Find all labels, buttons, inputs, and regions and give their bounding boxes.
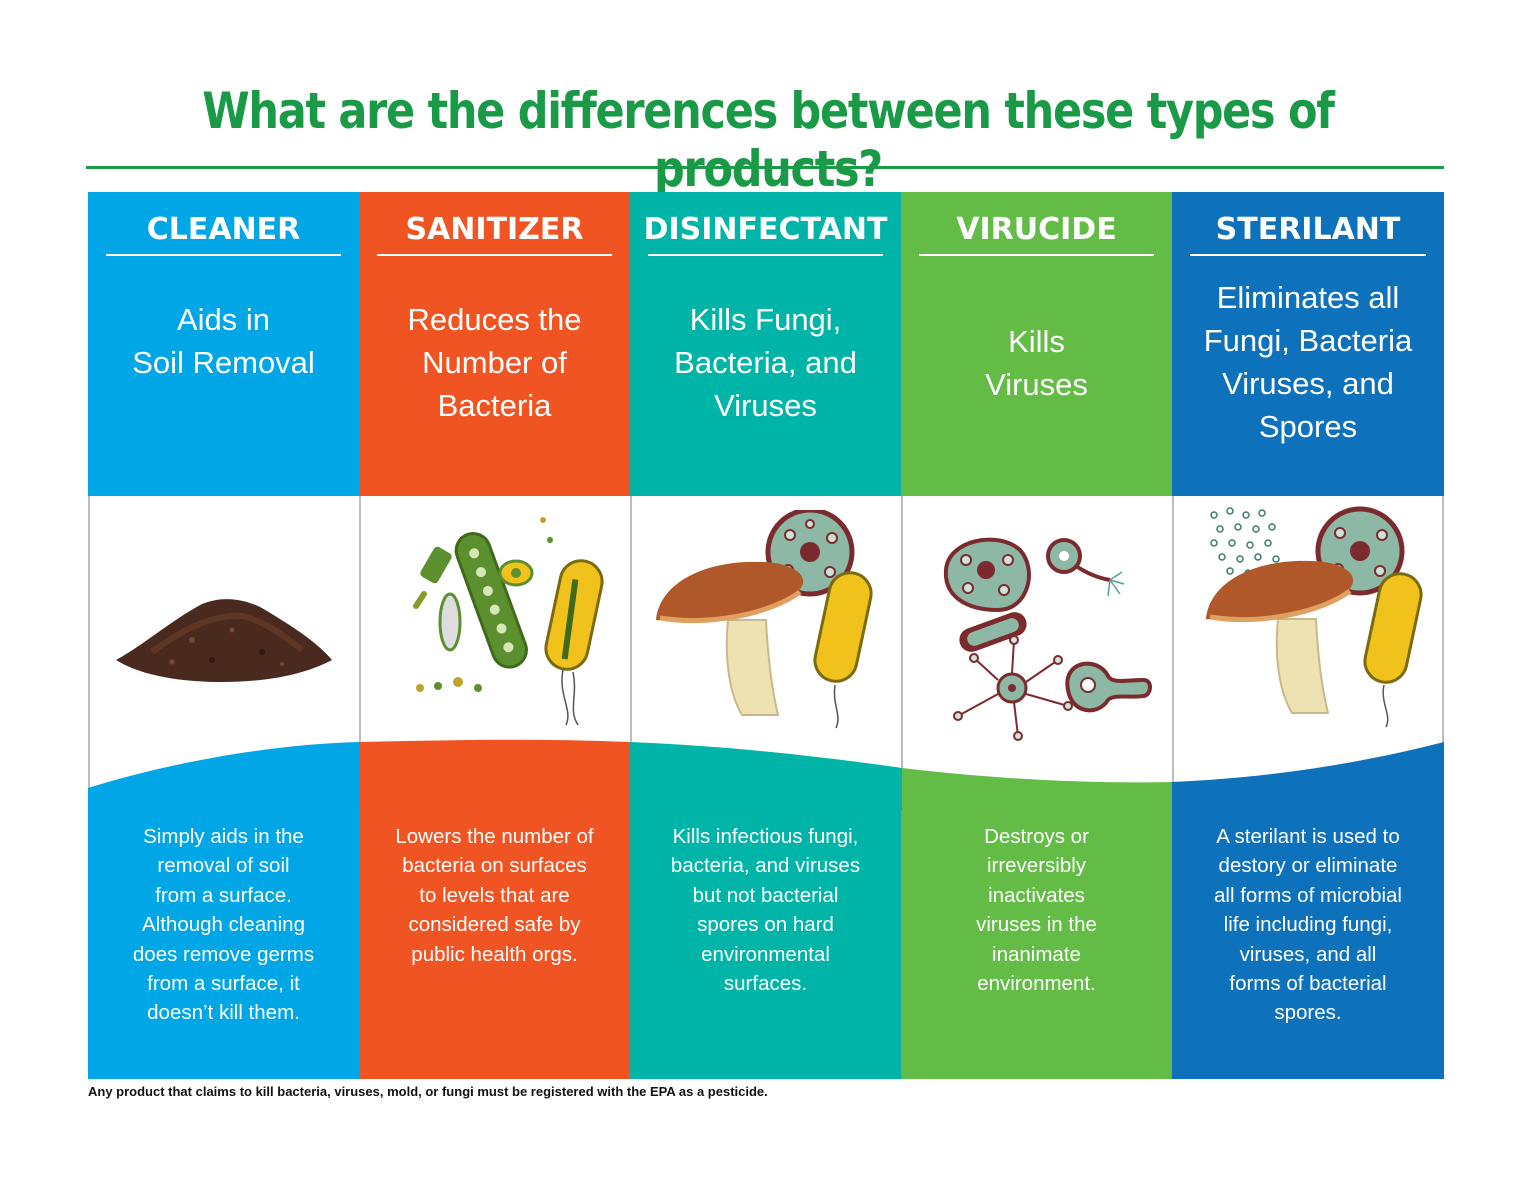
product-type-name: DISINFECTANT [643, 212, 888, 247]
column-detail-panel: Kills infectious fungi, bacteria, and vir… [630, 796, 901, 1079]
summary-line: Aids in [176, 302, 271, 337]
detail-line: inanimate [992, 942, 1081, 966]
column-header: CLEANER Aids in Soil Removal [88, 192, 359, 496]
column-separator [359, 496, 361, 796]
product-summary: Eliminates all Fungi, Bacteria Viruses, an… [1172, 276, 1444, 448]
product-detail: A sterilant is used to destory or elimina… [1186, 822, 1430, 1028]
column-header: VIRUCIDE Kills Viruses [901, 192, 1172, 496]
epa-footnote: Any product that claims to kill bacteria… [88, 1084, 768, 1099]
detail-line: bacteria, and viruses [670, 854, 861, 878]
summary-line: Spores [1258, 409, 1358, 444]
summary-line: Number of [422, 345, 567, 380]
detail-line: spores. [1274, 1001, 1342, 1025]
product-summary: Kills Viruses [901, 320, 1172, 406]
column-detail-panel: Simply aids in the removal of soil from a … [88, 796, 359, 1079]
column-separator [1172, 496, 1174, 796]
column-sterilant: STERILANT Eliminates all Fungi, Bacteria Vi… [1172, 192, 1444, 1079]
detail-line: doesn’t kill them. [147, 1001, 300, 1025]
header-underline [106, 254, 341, 256]
detail-line: Lowers the number of [395, 825, 594, 848]
detail-line: environmental [701, 942, 830, 966]
summary-line: Kills Fungi, [689, 302, 842, 337]
product-type-name: STERILANT [1215, 212, 1401, 247]
detail-line: all forms of microbial [1214, 883, 1402, 907]
wave-cleaner [88, 742, 360, 810]
summary-line: Bacteria, and [674, 345, 857, 380]
column-separator [88, 496, 90, 796]
column-disinfectant: DISINFECTANT Kills Fungi, Bacteria, and Vir… [630, 192, 901, 1079]
bacteria-illustration [413, 517, 604, 726]
detail-line: inactivates [988, 883, 1085, 907]
product-detail: Lowers the number of bacteria on surfaces… [373, 822, 616, 969]
summary-line: Fungi, Bacteria [1203, 323, 1413, 358]
detail-line: to levels that are [419, 883, 570, 907]
virus-illustration [943, 537, 1152, 741]
detail-line: considered safe by [408, 913, 581, 937]
summary-line: Bacteria [437, 388, 552, 423]
detail-line: viruses, and all [1239, 942, 1377, 966]
summary-line: Kills [1008, 324, 1065, 359]
header-underline [919, 254, 1154, 256]
product-summary: Aids in Soil Removal [88, 298, 359, 384]
detail-line: spores on hard [697, 913, 834, 937]
column-detail-panel: A sterilant is used to destory or elimina… [1172, 796, 1444, 1079]
product-type-name: VIRUCIDE [956, 212, 1117, 247]
column-detail-panel: Destroys or irreversibly inactivates viruse… [901, 796, 1172, 1079]
summary-line: Reduces the [407, 302, 582, 337]
detail-line: Kills infectious fungi, [672, 825, 859, 848]
product-detail: Kills infectious fungi, bacteria, and vir… [644, 822, 887, 998]
detail-line: Simply aids in the [143, 825, 304, 848]
title-divider [86, 166, 1444, 169]
summary-line: Viruses [985, 367, 1088, 402]
product-summary: Kills Fungi, Bacteria, and Viruses [630, 298, 901, 427]
column-separator [630, 496, 632, 796]
bottom-wave [88, 739, 1444, 810]
detail-line: destory or eliminate [1218, 854, 1398, 878]
header-underline [377, 254, 612, 256]
column-header: SANITIZER Reduces the Number of Bacteria [359, 192, 630, 496]
detail-line: but not bacterial [692, 883, 839, 907]
summary-line: Eliminates all [1216, 280, 1400, 315]
header-underline [1190, 254, 1426, 256]
detail-line: life including fungi, [1223, 913, 1393, 937]
summary-line: Soil Removal [132, 345, 315, 380]
detail-line: Although cleaning [142, 913, 305, 937]
product-type-name: CLEANER [146, 212, 301, 247]
product-detail: Destroys or irreversibly inactivates viruse… [915, 822, 1158, 998]
product-type-name: SANITIZER [405, 212, 584, 247]
detail-line: A sterilant is used to [1216, 825, 1400, 848]
virus-group-panel [901, 496, 1172, 796]
fungi-bacteria-virus-illustration [656, 510, 873, 729]
summary-line: Viruses [714, 388, 817, 423]
detail-line: irreversibly [986, 854, 1087, 878]
detail-line: forms of bacterial [1229, 972, 1387, 996]
column-separator [1442, 496, 1444, 796]
column-separator [901, 496, 903, 796]
detail-line: environment. [977, 972, 1096, 996]
detail-line: does remove germs [132, 942, 315, 966]
detail-line: Destroys or [984, 825, 1089, 848]
product-summary: Reduces the Number of Bacteria [359, 298, 630, 427]
column-header: STERILANT Eliminates all Fungi, Bacteria Vi… [1172, 192, 1444, 496]
wave-disinfectant [630, 742, 902, 810]
column-header: DISINFECTANT Kills Fungi, Bacteria, and Vir… [630, 192, 901, 496]
detail-line: viruses in the [976, 913, 1097, 937]
wave-sanitizer [360, 739, 630, 810]
soil-pile-illustration [116, 599, 332, 682]
detail-line: from a surface, it [147, 972, 300, 996]
detail-line: from a surface. [155, 883, 292, 907]
wave-sterilant [1172, 742, 1444, 810]
fungi-bacteria-spores-illustration [1206, 506, 1423, 728]
detail-line: surfaces. [723, 972, 808, 996]
detail-line: removal of soil [157, 854, 290, 878]
page-title: What are the differences between these t… [202, 82, 1335, 198]
column-virucide: VIRUCIDE Kills Viruses Destroys or irreversi… [901, 192, 1172, 1079]
detail-line: public health orgs. [411, 942, 578, 966]
header-underline [648, 254, 883, 256]
product-detail: Simply aids in the removal of soil from a … [102, 822, 345, 1028]
summary-line: Viruses, and [1222, 366, 1394, 401]
detail-line: bacteria on surfaces [402, 854, 587, 878]
column-detail-panel: Lowers the number of bacteria on surfaces… [359, 796, 630, 1079]
wave-virucide [902, 768, 1172, 810]
